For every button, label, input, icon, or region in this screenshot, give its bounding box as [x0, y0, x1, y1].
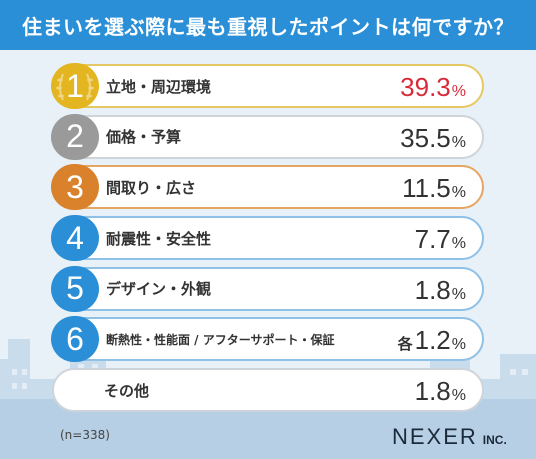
value-number: 7.7 — [414, 224, 451, 255]
row-value: 35.5% — [400, 117, 466, 157]
row-value: 7.7% — [415, 218, 466, 258]
ranking-row: 2 価格・予算 35.5% — [51, 113, 484, 160]
value-unit: % — [451, 235, 466, 253]
title-bar: 住まいを選ぶ際に最も重視したポイントは何ですか？ — [0, 0, 536, 50]
rank-badge: 3 — [51, 164, 99, 211]
nexer-logo: NEXER INC. — [392, 424, 507, 450]
rank-badge: 1 — [51, 63, 99, 109]
rank-badge: 2 — [51, 113, 99, 160]
value-unit: % — [451, 133, 466, 151]
value-number: 11.5 — [402, 173, 451, 204]
chart-title: 住まいを選ぶ際に最も重視したポイントは何ですか？ — [22, 14, 514, 39]
ranking-list: 1 立地・周辺環境 39.3% 2 価格・予算 35.5% 3 間取り・広さ 11.5% 4 耐震性… — [51, 63, 484, 419]
row-value: 39.3% — [400, 66, 466, 106]
rank-number: 2 — [66, 118, 84, 155]
value-unit: % — [451, 387, 466, 405]
value-unit: % — [451, 184, 466, 202]
rank-badge: 6 — [51, 316, 99, 363]
rank-badge: 4 — [51, 215, 99, 262]
row-value: 1.8% — [415, 269, 466, 309]
rank-number: 4 — [66, 219, 84, 256]
rank-badge: 5 — [51, 265, 99, 312]
value-number: 1.8 — [414, 274, 451, 305]
row-value: 11.5% — [402, 167, 466, 207]
value-number: 1.8 — [414, 376, 451, 407]
value-number: 39.3 — [400, 72, 451, 102]
row-label: 価格・予算 — [106, 128, 182, 147]
logo-main-text: NEXER — [392, 424, 478, 449]
value-number: 1.2 — [414, 325, 451, 356]
row-label: 間取り・広さ — [106, 178, 197, 197]
row-label: デザイン・外観 — [106, 280, 212, 299]
row-label: 耐震性・安全性 — [106, 229, 212, 248]
ranking-row: その他 1.8% — [52, 368, 484, 413]
ranking-row: 3 間取り・広さ 11.5% — [51, 164, 484, 211]
row-label: その他 — [104, 381, 150, 400]
ranking-row: 1 立地・周辺環境 39.3% — [51, 63, 484, 109]
rank-number: 6 — [66, 320, 84, 357]
ranking-row: 5 デザイン・外観 1.8% — [51, 265, 484, 312]
value-unit: % — [451, 285, 466, 303]
ranking-row: 6 断熱性・性能面 / アフターサポート・保証 各 1.2% — [51, 316, 484, 363]
rank-number: 5 — [66, 270, 84, 307]
logo-sub-text: INC. — [482, 433, 507, 447]
row-value: 各 1.2% — [398, 319, 466, 359]
rank-number: 3 — [66, 168, 84, 205]
value-number: 35.5 — [400, 122, 451, 153]
row-label: 立地・周辺環境 — [106, 77, 212, 96]
row-value: 1.8% — [415, 370, 466, 410]
laurel-wreath-icon — [56, 73, 94, 101]
ranking-row: 4 耐震性・安全性 7.7% — [51, 215, 484, 262]
value-unit: % — [451, 83, 466, 100]
sample-size-note: (n=338) — [60, 428, 110, 442]
value-prefix: 各 — [397, 335, 413, 354]
value-unit: % — [451, 336, 466, 354]
row-label: 断熱性・性能面 / アフターサポート・保証 — [106, 332, 335, 347]
rank-number: 1 — [66, 67, 84, 104]
